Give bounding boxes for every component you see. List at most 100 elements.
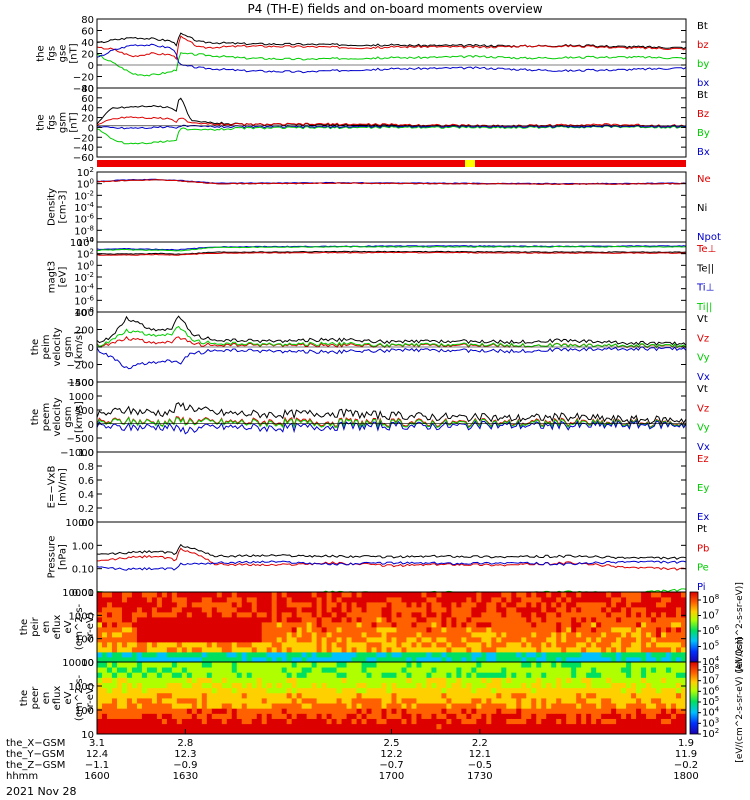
- spectrogram-cell: [401, 632, 407, 638]
- spectrogram-cell: [241, 723, 248, 730]
- spectrogram-cell: [241, 692, 248, 699]
- spectrogram-cell: [421, 592, 427, 598]
- spectrogram-cell: [396, 602, 402, 608]
- spectrogram-cell: [381, 617, 387, 623]
- spectrogram-cell: [301, 728, 308, 735]
- spectrogram-cell: [161, 682, 168, 689]
- spectrogram-cell: [506, 647, 512, 653]
- spectrogram-cell: [471, 677, 477, 683]
- spectrogram-cell: [126, 627, 133, 633]
- spectrogram-cell: [121, 627, 128, 633]
- spectrogram-cell: [186, 622, 193, 628]
- spectrogram-cell: [366, 657, 372, 663]
- spectrogram-cell: [126, 607, 133, 613]
- spectrogram-cell: [676, 698, 682, 704]
- spectrogram-cell: [516, 692, 522, 699]
- spectrogram-cell: [221, 703, 228, 709]
- y-tick-label: 200: [75, 326, 94, 337]
- spectrogram-cell: [441, 687, 447, 694]
- spectrogram-cell: [156, 718, 163, 725]
- spectrogram-cell: [646, 708, 652, 714]
- spectrogram-cell: [236, 698, 243, 704]
- spectrogram-cell: [656, 713, 662, 719]
- spectrogram-cell: [311, 677, 318, 683]
- spectrogram-cell: [411, 642, 417, 648]
- spectrogram-cell: [301, 692, 308, 699]
- spectrogram-cell: [496, 698, 502, 704]
- spectrogram-cell: [326, 682, 332, 689]
- spectrogram-cell: [296, 682, 303, 689]
- spectrogram-cell: [211, 617, 218, 623]
- spectrogram-cell: [396, 642, 402, 648]
- spectrogram-cell: [596, 677, 602, 683]
- spectrogram-cell: [231, 622, 238, 628]
- spectrogram-cell: [211, 667, 218, 673]
- spectrogram-cell: [491, 698, 497, 704]
- spectrogram-cell: [526, 723, 532, 730]
- spectrogram-cell: [256, 718, 263, 725]
- spectrogram-cell: [481, 592, 487, 598]
- spectrogram-cell: [246, 728, 253, 735]
- spectrogram-cell: [506, 723, 512, 730]
- spectrogram-cell: [601, 602, 607, 608]
- spectrogram-cell: [256, 677, 263, 683]
- spectrogram-cell: [536, 642, 542, 648]
- spectrogram-cell: [361, 647, 367, 653]
- spectrogram-cell: [616, 617, 622, 623]
- spectrogram-cell: [511, 597, 517, 603]
- spectrogram-cell: [151, 637, 158, 643]
- spectrogram-cell: [431, 632, 437, 638]
- spectrogram-cell: [551, 687, 557, 694]
- spectrogram-cell: [681, 682, 687, 689]
- spectrogram-cell: [491, 687, 497, 694]
- spectrogram-cell: [521, 692, 527, 699]
- spectrogram-cell: [321, 713, 328, 719]
- spectrogram-cell: [246, 642, 253, 648]
- spectrogram-cell: [566, 723, 572, 730]
- spectrogram-cell: [161, 627, 168, 633]
- spectrogram-cell: [351, 592, 357, 598]
- spectrogram-cell: [636, 692, 642, 699]
- spectrogram-cell: [151, 708, 158, 714]
- spectrogram-cell: [611, 708, 617, 714]
- spectrogram-cell: [366, 718, 372, 725]
- spectrogram-cell: [616, 692, 622, 699]
- spectrogram-cell: [276, 622, 283, 628]
- legend-item: Pt: [697, 524, 707, 535]
- spectrogram-cell: [341, 597, 347, 603]
- spectrogram-cell: [631, 597, 637, 603]
- spectrogram-cell: [511, 718, 517, 725]
- spectrogram-cell: [491, 723, 497, 730]
- spectrogram-cell: [411, 728, 417, 735]
- spectrogram-cell: [126, 647, 133, 653]
- spectrogram-cell: [306, 687, 313, 694]
- spectrogram-cell: [101, 662, 108, 668]
- spectrogram-cell: [316, 698, 323, 704]
- spectrogram-cell: [396, 687, 402, 694]
- spectrogram-cell: [141, 713, 148, 719]
- spectrogram-cell: [661, 718, 667, 725]
- spectrogram-cell: [631, 677, 637, 683]
- spectrogram-cell: [451, 703, 457, 709]
- spectrogram-cell: [501, 607, 507, 613]
- spectrogram-cell: [496, 667, 502, 673]
- colorbar-tick-label: 106: [702, 624, 720, 637]
- spectrogram-cell: [506, 592, 512, 598]
- spectrogram-cell: [406, 713, 412, 719]
- spectrogram-cell: [156, 723, 163, 730]
- spectrogram-cell: [461, 703, 467, 709]
- spectrogram-cell: [621, 728, 627, 735]
- spectrogram-cell: [111, 703, 118, 709]
- spectrogram-cell: [351, 708, 357, 714]
- spectrogram-cell: [136, 617, 143, 623]
- spectrogram-cell: [181, 667, 188, 673]
- spectrogram-cell: [271, 602, 278, 608]
- spectrogram-cell: [161, 698, 168, 704]
- spectrogram-cell: [636, 728, 642, 735]
- spectrogram-cell: [591, 627, 597, 633]
- spectrogram-cell: [211, 677, 218, 683]
- spectrogram-cell: [246, 692, 253, 699]
- spectrogram-cell: [311, 602, 318, 608]
- spectrogram-cell: [681, 723, 687, 730]
- spectrogram-cell: [621, 682, 627, 689]
